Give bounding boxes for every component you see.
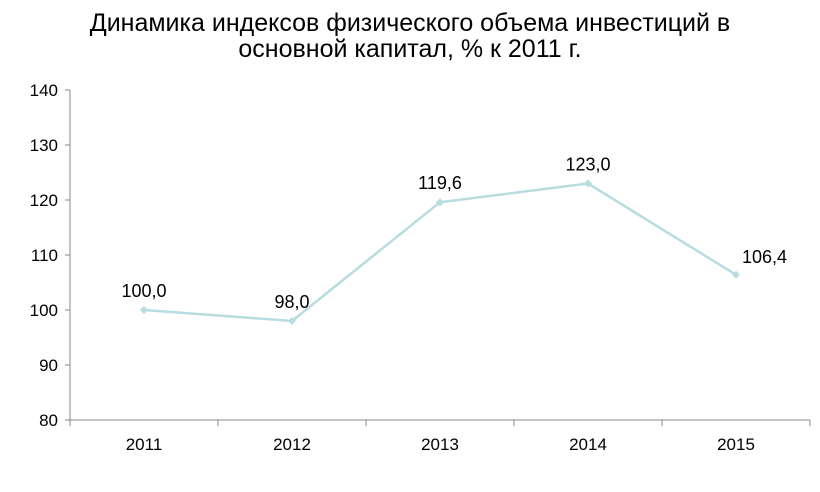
data-point [140,306,148,314]
series-group [140,179,740,325]
chart-title-line-1: Динамика индексов физического объема инв… [89,9,731,37]
x-tick-label: 2014 [569,435,607,454]
y-tick-label: 130 [30,136,58,155]
y-axis-ticks: 80 90 100 110 120 130 140 [30,81,70,430]
chart-title-line-2: основной капитал, % к 2011 г. [238,35,582,63]
y-tick-label: 110 [31,246,58,265]
chart-title: Динамика индексов физического объема инв… [0,10,820,62]
x-tick-label: 2012 [273,435,311,454]
data-label: 100,0 [121,281,166,301]
data-label: 106,4 [742,247,787,267]
x-tick-label: 2011 [126,435,163,454]
x-tick-label: 2015 [717,435,755,454]
y-tick-label: 100 [30,301,58,320]
data-point [584,179,592,188]
data-label: 98,0 [274,292,309,312]
y-tick-label: 80 [39,411,58,430]
data-label: 123,0 [565,155,610,175]
y-tick-label: 140 [30,81,58,100]
y-tick-label: 90 [39,356,58,375]
data-point [288,317,296,325]
data-label: 119,6 [418,173,462,193]
data-point [732,270,740,279]
chart-axes [69,90,810,421]
x-tick-label: 2013 [421,435,459,454]
x-axis-ticks: 2011 2012 2013 2014 2015 [69,420,811,454]
y-tick-label: 120 [30,191,58,210]
data-point [436,198,444,207]
data-labels: 100,0 98,0 119,6 123,0 106,4 [121,155,787,313]
